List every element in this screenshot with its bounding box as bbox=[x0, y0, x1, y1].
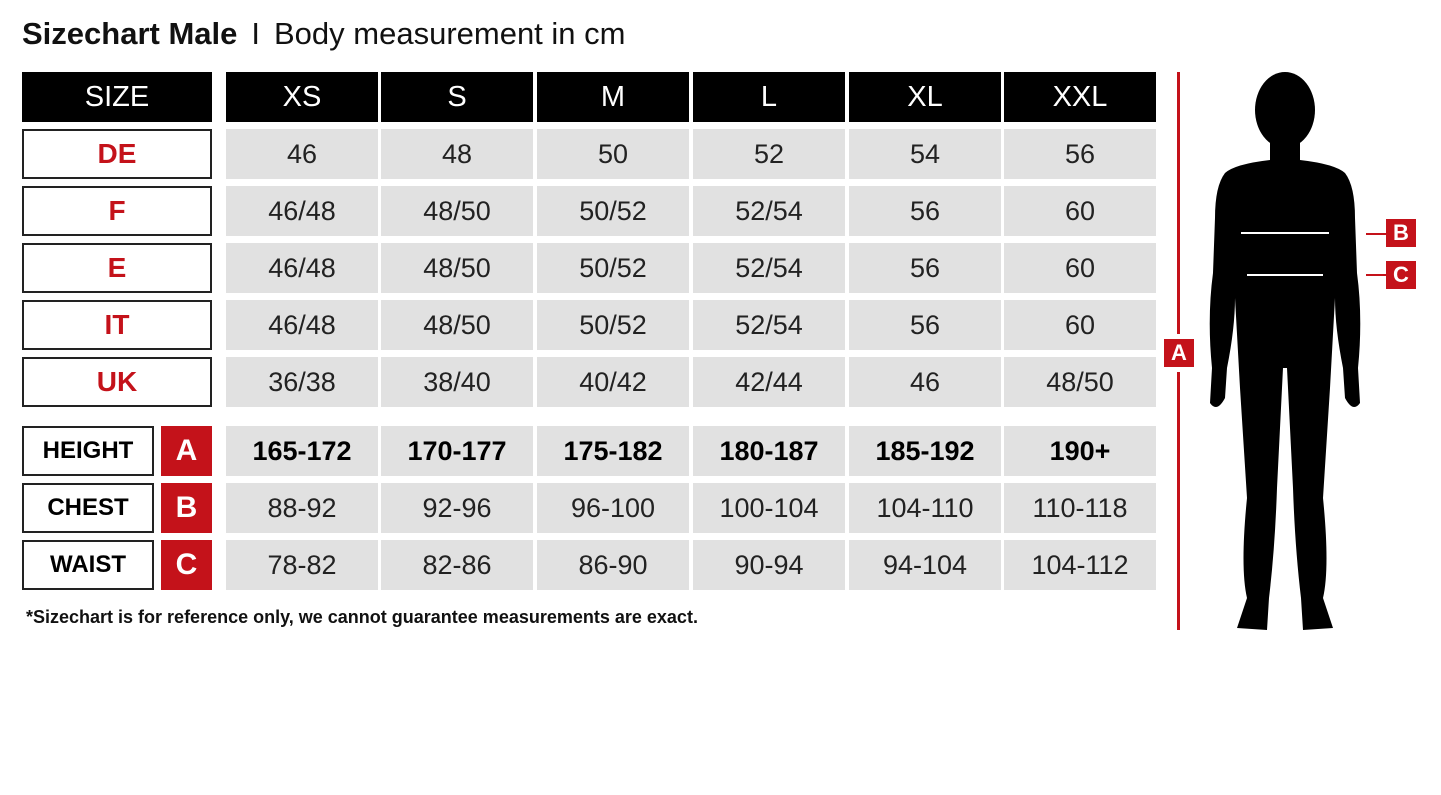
measurement-label: WAIST bbox=[22, 540, 154, 590]
table-cell: 60 bbox=[1004, 300, 1156, 350]
title-bold: Sizechart Male bbox=[22, 16, 238, 51]
height-line-top bbox=[1177, 72, 1180, 334]
waist-tick bbox=[1366, 274, 1386, 276]
table-cell: 56 bbox=[1004, 129, 1156, 179]
size-column-header: XXL bbox=[1004, 72, 1156, 122]
region-label: UK bbox=[22, 357, 212, 407]
height-line-bottom bbox=[1177, 372, 1180, 630]
measurement-letter: C bbox=[161, 540, 212, 590]
table-cell: 110-118 bbox=[1004, 483, 1156, 533]
region-label: DE bbox=[22, 129, 212, 179]
table-cell: 52/54 bbox=[693, 300, 845, 350]
table-cell: 175-182 bbox=[537, 426, 689, 476]
table-cell: 42/44 bbox=[693, 357, 845, 407]
table-cell: 56 bbox=[849, 243, 1001, 293]
table-cell: 100-104 bbox=[693, 483, 845, 533]
chest-tick bbox=[1366, 233, 1386, 235]
region-label: F bbox=[22, 186, 212, 236]
size-column-header: XS bbox=[226, 72, 378, 122]
measurement-label: CHEST bbox=[22, 483, 154, 533]
size-column-header: S bbox=[381, 72, 533, 122]
table-cell: 54 bbox=[849, 129, 1001, 179]
table-cell: 82-86 bbox=[381, 540, 533, 590]
table-cell: 60 bbox=[1004, 243, 1156, 293]
table-cell: 48/50 bbox=[381, 186, 533, 236]
measurement-label: HEIGHT bbox=[22, 426, 154, 476]
title-separator: I bbox=[251, 16, 260, 51]
table-cell: 50/52 bbox=[537, 186, 689, 236]
table-cell: 50/52 bbox=[537, 300, 689, 350]
table-cell: 56 bbox=[849, 186, 1001, 236]
table-cell: 60 bbox=[1004, 186, 1156, 236]
table-cell: 52/54 bbox=[693, 243, 845, 293]
table-cell: 94-104 bbox=[849, 540, 1001, 590]
size-column-header: L bbox=[693, 72, 845, 122]
table-cell: 185-192 bbox=[849, 426, 1001, 476]
table-cell: 48/50 bbox=[1004, 357, 1156, 407]
size-column-header: M bbox=[537, 72, 689, 122]
table-cell: 48/50 bbox=[381, 243, 533, 293]
table-cell: 104-112 bbox=[1004, 540, 1156, 590]
chest-tag: B bbox=[1386, 219, 1416, 247]
table-cell: 90-94 bbox=[693, 540, 845, 590]
size-header: SIZE bbox=[22, 72, 212, 122]
table-cell: 86-90 bbox=[537, 540, 689, 590]
table-cell: 50 bbox=[537, 129, 689, 179]
table-cell: 56 bbox=[849, 300, 1001, 350]
table-cell: 46 bbox=[849, 357, 1001, 407]
table-cell: 40/42 bbox=[537, 357, 689, 407]
waist-tag: C bbox=[1386, 261, 1416, 289]
table-cell: 48/50 bbox=[381, 300, 533, 350]
table-cell: 170-177 bbox=[381, 426, 533, 476]
table-cell: 46/48 bbox=[226, 243, 378, 293]
page-title: Sizechart Male I Body measurement in cm bbox=[22, 16, 625, 52]
size-column-header: XL bbox=[849, 72, 1001, 122]
title-subtitle: Body measurement in cm bbox=[274, 16, 626, 51]
male-silhouette-icon bbox=[1209, 72, 1361, 630]
region-label: IT bbox=[22, 300, 212, 350]
table-cell: 165-172 bbox=[226, 426, 378, 476]
height-tag: A bbox=[1164, 339, 1194, 367]
measurement-letter: A bbox=[161, 426, 212, 476]
table-cell: 190+ bbox=[1004, 426, 1156, 476]
table-cell: 50/52 bbox=[537, 243, 689, 293]
table-cell: 48 bbox=[381, 129, 533, 179]
table-cell: 52/54 bbox=[693, 186, 845, 236]
table-cell: 52 bbox=[693, 129, 845, 179]
table-cell: 78-82 bbox=[226, 540, 378, 590]
table-cell: 46 bbox=[226, 129, 378, 179]
table-cell: 88-92 bbox=[226, 483, 378, 533]
table-cell: 46/48 bbox=[226, 186, 378, 236]
table-cell: 96-100 bbox=[537, 483, 689, 533]
measurement-letter: B bbox=[161, 483, 212, 533]
table-cell: 38/40 bbox=[381, 357, 533, 407]
table-cell: 180-187 bbox=[693, 426, 845, 476]
region-label: E bbox=[22, 243, 212, 293]
table-cell: 46/48 bbox=[226, 300, 378, 350]
disclaimer-note: *Sizechart is for reference only, we can… bbox=[26, 607, 698, 627]
table-cell: 36/38 bbox=[226, 357, 378, 407]
table-cell: 92-96 bbox=[381, 483, 533, 533]
table-cell: 104-110 bbox=[849, 483, 1001, 533]
